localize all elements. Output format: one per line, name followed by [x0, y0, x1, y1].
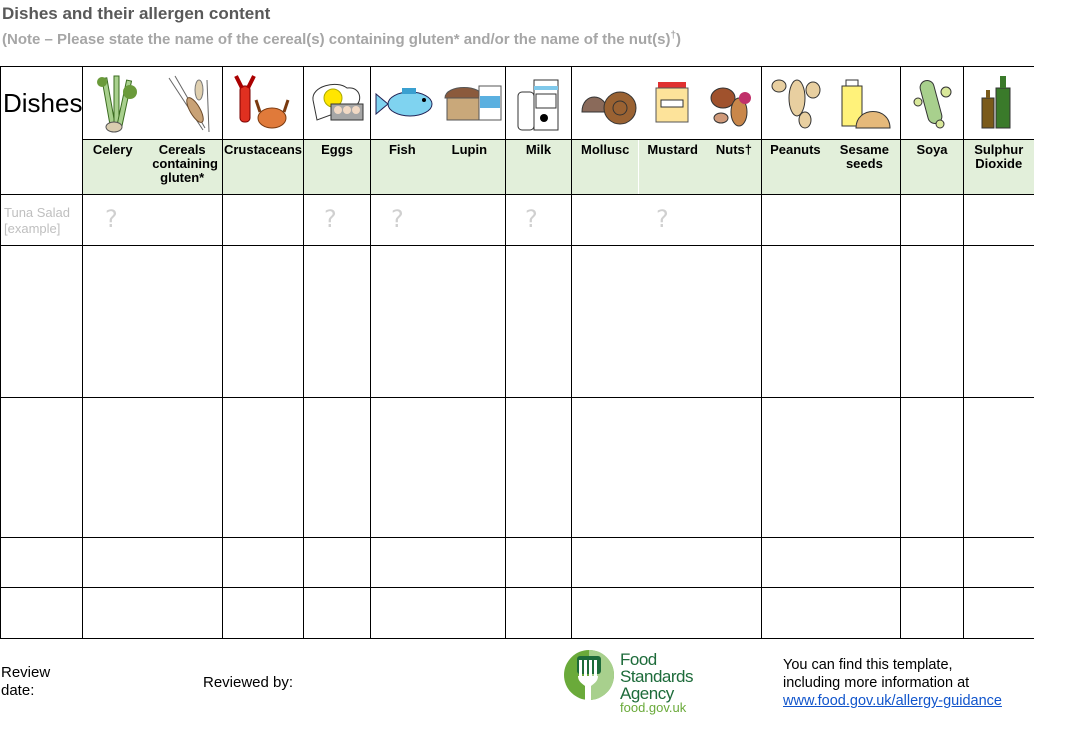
label-mustard: Mustard	[647, 142, 698, 157]
label-crustaceans: Crustaceans	[223, 142, 303, 157]
sesame-icon	[841, 79, 891, 129]
mustard-icon	[655, 82, 689, 123]
mark-milk: ?	[525, 205, 538, 233]
soya-icon	[913, 80, 951, 129]
celery-icon	[96, 75, 137, 133]
lupin-icon	[443, 85, 501, 121]
fsa-logo-url: food.gov.uk	[620, 700, 687, 715]
table-row	[0, 587, 1034, 639]
mollusc-icon	[581, 91, 637, 125]
label-lupin: Lupin	[451, 142, 488, 157]
fsa-logo-text: Food Standards Agency	[620, 650, 694, 703]
label-celery: Celery	[92, 142, 133, 157]
label-nuts: Nuts†	[715, 142, 753, 157]
sulphur-dioxide-icon	[981, 76, 1011, 129]
reviewed-by-label: Reviewed by:	[203, 674, 294, 691]
label-fish: Fish	[388, 142, 416, 157]
mark-celery: ?	[105, 205, 118, 233]
allergen-table: Dishes	[0, 66, 1034, 639]
template-info: You can find this template, including mo…	[783, 657, 1002, 709]
fsa-logo-icon	[564, 650, 614, 700]
note: (Note – Please state the name of the cer…	[2, 30, 682, 48]
review-date-label: Review date:	[1, 664, 51, 699]
fish-icon	[375, 88, 432, 117]
example-dish: Tuna Salad [example]	[4, 205, 71, 236]
label-peanuts: Peanuts	[770, 142, 821, 157]
page-title: Dishes and their allergen content	[2, 4, 271, 23]
mark-mustard: ?	[656, 205, 669, 233]
label-sulphur-dioxide: Sulphur Dioxide	[974, 142, 1024, 171]
table-row	[0, 397, 1034, 538]
label-sesame: Sesame seeds	[839, 142, 889, 171]
crustacean-icon	[234, 75, 290, 129]
table-row-example: Tuna Salad [example] ? ? ? ? ?	[0, 194, 1034, 246]
label-soya: Soya	[916, 142, 948, 157]
table-row	[0, 245, 1034, 398]
dishes-header: Dishes	[0, 66, 83, 195]
label-eggs: Eggs	[321, 142, 353, 157]
label-milk: Milk	[525, 142, 552, 157]
milk-icon	[517, 79, 558, 131]
wheat-icon	[168, 75, 209, 133]
allergy-guidance-link[interactable]: www.food.gov.uk/allergy-guidance	[783, 693, 1002, 709]
label-mollusc: Mollusc	[580, 142, 630, 157]
label-cereals: Cereals containing gluten*	[152, 142, 218, 185]
table-row	[0, 537, 1034, 588]
mark-eggs: ?	[324, 205, 337, 233]
nuts-icon	[710, 87, 751, 127]
eggs-icon	[312, 84, 364, 121]
mark-fish: ?	[391, 205, 404, 233]
peanuts-icon	[771, 79, 821, 129]
